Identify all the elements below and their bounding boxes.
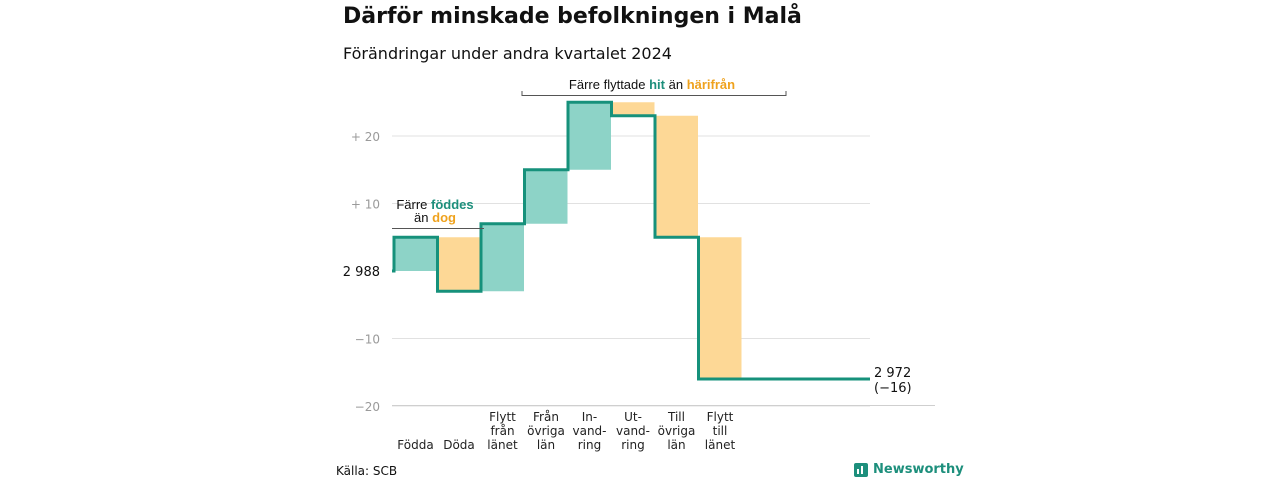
category-label-5-2: ring: [621, 438, 645, 452]
category-label-1-0: Döda: [443, 438, 475, 452]
annotation-births-line2: än dog: [414, 210, 456, 225]
category-label-6-1: övriga: [658, 424, 696, 438]
bar-6: [655, 115, 698, 238]
annotation-migration-part-2: än: [665, 77, 687, 92]
chart-subtitle: Förändringar under andra kvartalet 2024: [343, 44, 672, 63]
annotation-births-line1-part-1: föddes: [431, 197, 474, 212]
bar-3: [524, 169, 568, 224]
chart-title: Därför minskade befolkningen i Malå: [343, 4, 802, 29]
y-tick-label-3: −20: [355, 400, 380, 414]
grid-lines: [392, 135, 935, 407]
category-label-0-0: Födda: [397, 438, 433, 452]
bar-4: [568, 102, 611, 170]
category-label-7-2: länet: [705, 438, 736, 452]
annotation-migration: Färre flyttade hit än härifrån: [569, 77, 735, 92]
annotation-migration-part-1: hit: [649, 77, 666, 92]
brand-logo: Newsworthy: [854, 462, 964, 477]
running-total-path: [392, 100, 870, 381]
annotation-migration-bracket: [521, 91, 787, 96]
end-change-label: (−16): [874, 381, 912, 396]
category-label-3-1: övriga: [527, 424, 565, 438]
bar-5: [611, 102, 655, 116]
category-label-4-2: ring: [578, 438, 602, 452]
y-tick-label-0: + 20: [351, 130, 380, 144]
bar-1: [437, 237, 481, 292]
category-label-7-0: Flytt: [707, 410, 734, 424]
y-tick-label-2: −10: [355, 333, 380, 347]
y-tick-label-1: + 10: [351, 198, 380, 212]
category-label-2-1: från: [490, 424, 514, 438]
category-label-3-0: Från: [533, 410, 559, 424]
source-note: Källa: SCB: [336, 464, 398, 478]
category-label-4-0: In-: [582, 410, 597, 424]
category-label-4-1: vand-: [572, 424, 606, 438]
annotation-births-line1-part-0: Färre: [396, 197, 431, 212]
category-label-2-2: länet: [487, 438, 518, 452]
annotation-migration-part-3: härifrån: [687, 77, 735, 92]
annotation-births-line1: Färre föddes: [396, 197, 473, 212]
running-total-line: [392, 100, 870, 381]
newsworthy-icon: [854, 462, 868, 477]
category-label-3-2: län: [537, 438, 555, 452]
bars: [394, 102, 742, 379]
bar-2: [481, 223, 524, 292]
bar-0: [394, 237, 437, 271]
annotation-births-line2-part-1: dog: [432, 210, 456, 225]
category-label-6-2: län: [667, 438, 685, 452]
category-label-6-0: Till: [667, 410, 685, 424]
category-label-5-1: vand-: [616, 424, 650, 438]
annotation-births-line2-part-0: än: [414, 210, 432, 225]
category-label-2-0: Flytt: [489, 410, 516, 424]
annotation-migration-part-0: Färre flyttade: [569, 77, 649, 92]
start-value-label: 2 988: [343, 265, 380, 280]
brand-name: Newsworthy: [873, 462, 964, 477]
bar-7: [698, 237, 742, 379]
category-label-7-1: till: [713, 424, 728, 438]
category-label-5-0: Ut-: [624, 410, 642, 424]
end-value-label: 2 972: [874, 366, 911, 381]
